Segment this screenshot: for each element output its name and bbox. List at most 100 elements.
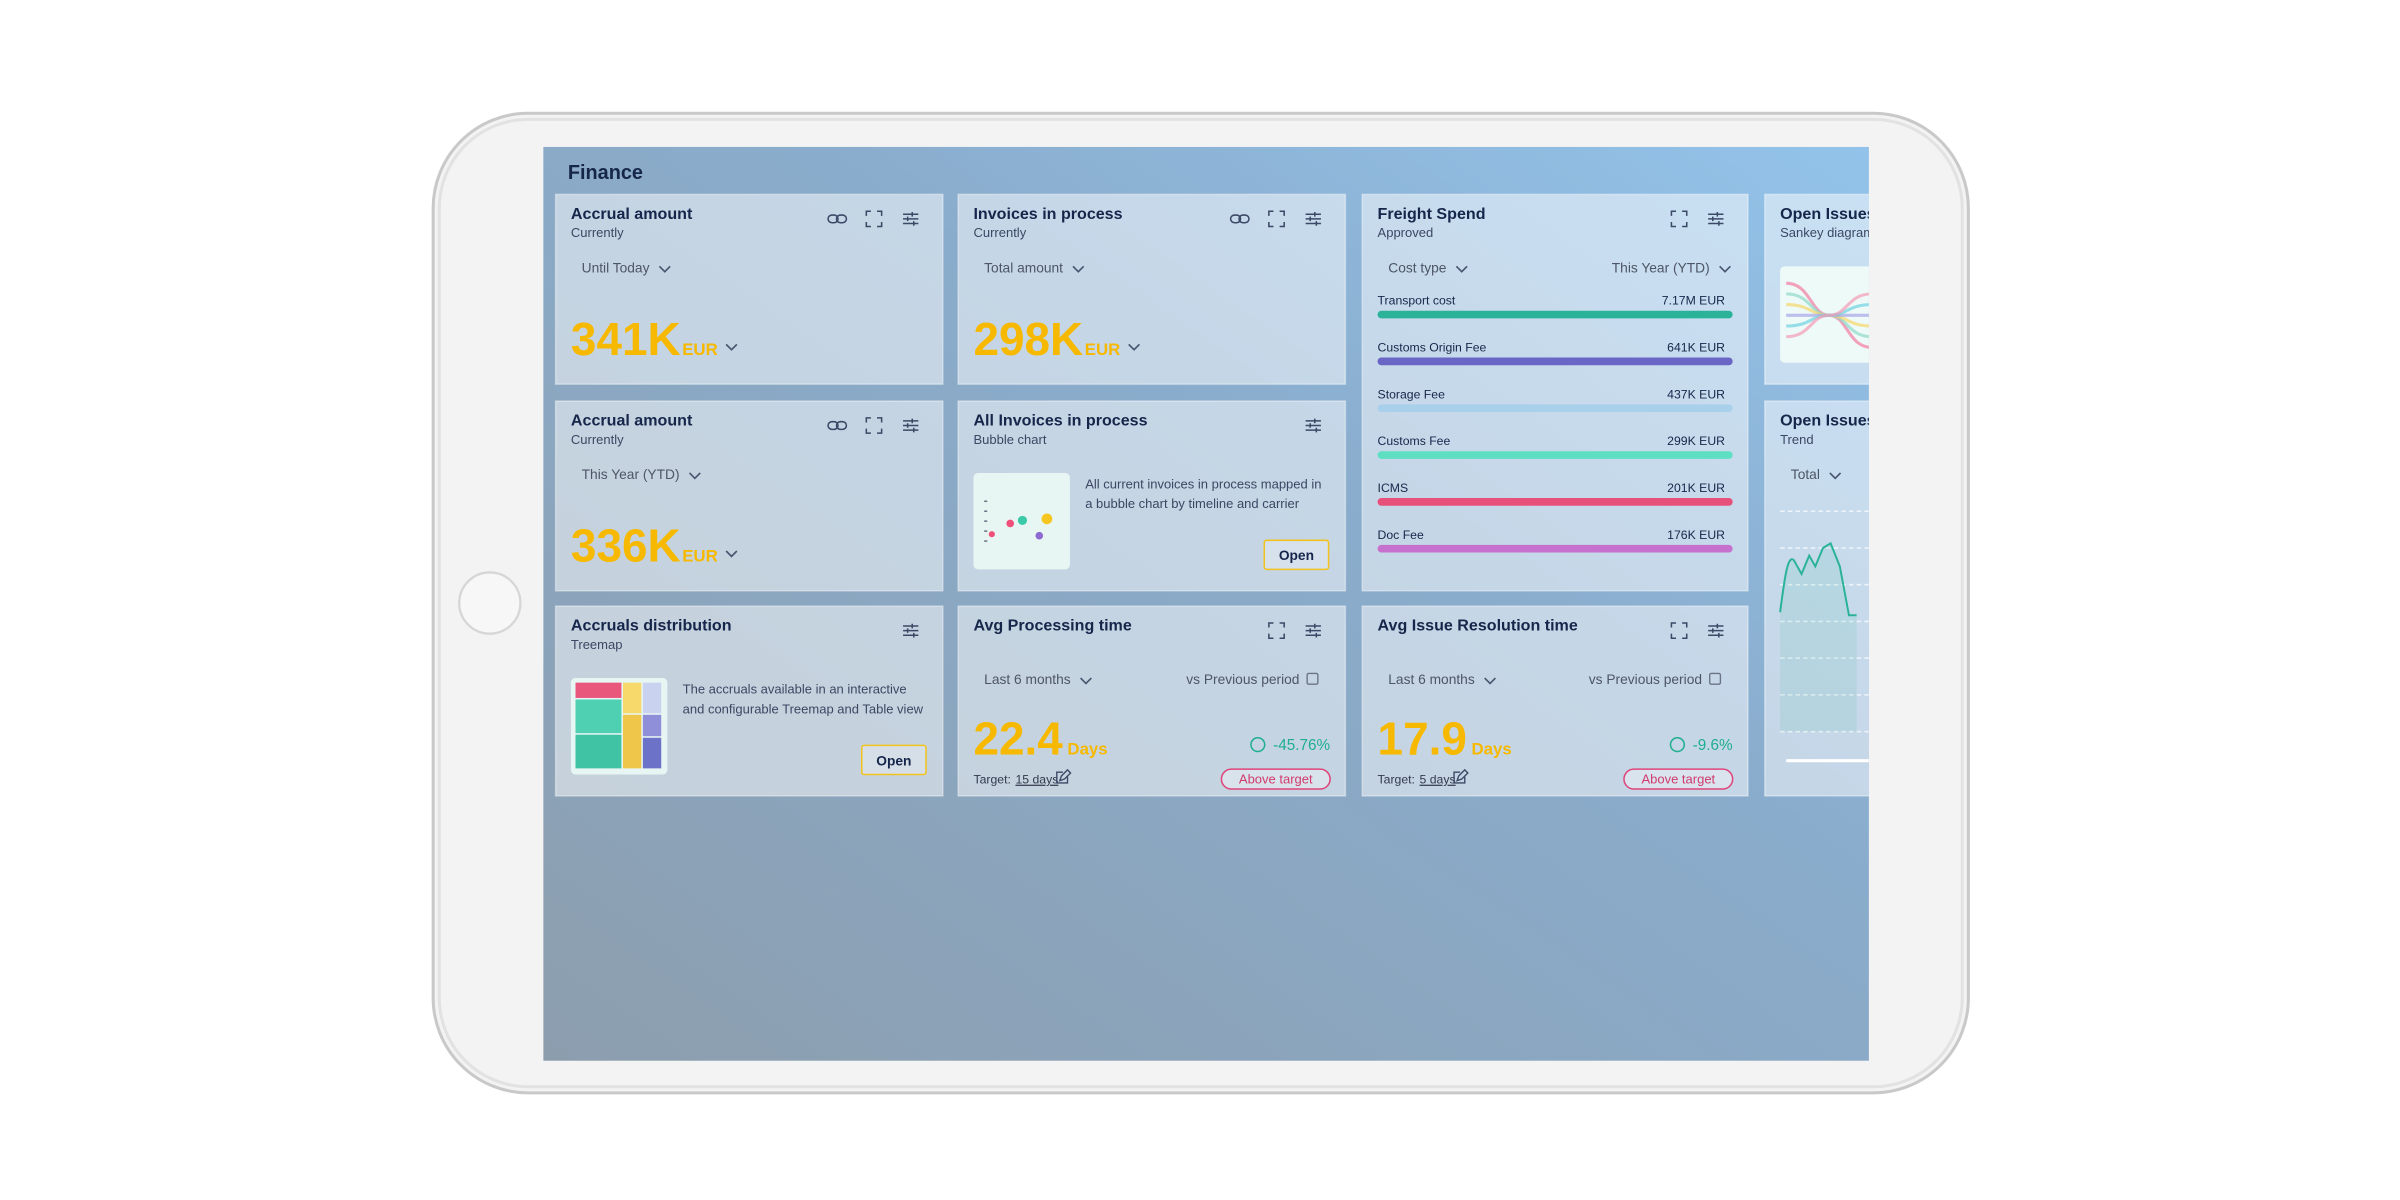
target: Target: 5 days bbox=[1378, 773, 1456, 787]
card-title: Freight Spend bbox=[1378, 205, 1486, 223]
settings-icon[interactable] bbox=[1305, 418, 1321, 433]
kpi: 336K EUR bbox=[571, 520, 718, 572]
item-label: Customs Fee bbox=[1378, 434, 1451, 448]
kpi-unit: EUR bbox=[682, 340, 718, 359]
status-pill bbox=[1623, 768, 1734, 790]
axis-tick bbox=[984, 500, 988, 503]
expand-icon[interactable] bbox=[1670, 210, 1688, 228]
card-title: Accruals distribution bbox=[571, 617, 732, 635]
treemap-cell bbox=[622, 714, 642, 769]
chevron[interactable] bbox=[1719, 265, 1731, 273]
chevron[interactable] bbox=[688, 472, 701, 480]
card: Freight Spend Approved Cost type This Year … bbox=[1361, 193, 1749, 592]
open-button-label[interactable]: Open bbox=[1279, 548, 1314, 563]
item-value: 299K EUR bbox=[1667, 434, 1725, 448]
dropdown-label[interactable]: Last 6 months bbox=[1388, 672, 1475, 687]
settings-icon[interactable] bbox=[903, 418, 919, 433]
card-subtitle: Bubble chart bbox=[973, 432, 1046, 447]
settings-icon[interactable] bbox=[903, 623, 919, 638]
kpi-unit: Days bbox=[1067, 740, 1107, 759]
settings-icon[interactable] bbox=[1708, 623, 1724, 638]
calendar-icon[interactable] bbox=[1306, 672, 1319, 685]
chevron[interactable] bbox=[1829, 472, 1842, 480]
kpi-value: 298K bbox=[973, 313, 1083, 365]
chevron[interactable] bbox=[658, 265, 671, 273]
icon-part bbox=[1229, 214, 1242, 224]
expand-icon[interactable] bbox=[1268, 622, 1285, 640]
card-subtitle: Currently bbox=[973, 225, 1026, 240]
card-title: Accrual amount bbox=[571, 205, 693, 223]
dropdown-label[interactable]: Last 6 months bbox=[984, 672, 1071, 687]
edit-icon[interactable] bbox=[1453, 768, 1469, 784]
description: and configurable Treemap and Table view bbox=[683, 701, 924, 716]
card-title: Invoices in process bbox=[973, 205, 1122, 223]
card-title: Open Issues bbox=[1780, 412, 1876, 430]
chevron[interactable] bbox=[1128, 343, 1141, 351]
home-button[interactable] bbox=[458, 571, 522, 635]
kpi: 298K EUR bbox=[973, 313, 1120, 365]
icon-part bbox=[835, 214, 848, 224]
tablet-bezel bbox=[437, 117, 1964, 1089]
dropdown-label[interactable]: This Year (YTD) bbox=[582, 467, 680, 482]
chevron[interactable] bbox=[725, 343, 738, 351]
description: All current invoices in process mapped i… bbox=[1085, 476, 1321, 491]
kpi: 341K EUR bbox=[571, 313, 718, 365]
link-icon[interactable] bbox=[827, 214, 848, 224]
kpi-change: -9.6% bbox=[1693, 737, 1733, 754]
treemap-cell bbox=[575, 699, 622, 734]
kpi-unit: Days bbox=[1472, 740, 1512, 759]
calendar-icon[interactable] bbox=[1709, 672, 1722, 685]
chevron[interactable] bbox=[1484, 677, 1496, 685]
change-icon bbox=[1669, 736, 1686, 753]
comparison-label: vs Previous period bbox=[1186, 672, 1299, 687]
link-icon[interactable] bbox=[827, 420, 848, 431]
open-button-label[interactable]: Open bbox=[876, 753, 911, 768]
dropdown-label[interactable]: Cost type bbox=[1388, 260, 1446, 275]
card: Invoices in process Currently Total amount… bbox=[957, 193, 1347, 385]
target-value[interactable]: 15 days bbox=[1015, 773, 1058, 787]
dropdown-label[interactable]: Until Today bbox=[582, 260, 650, 275]
card: Avg Issue Resolution time Last 6 months vs… bbox=[1361, 605, 1749, 797]
change-icon bbox=[1250, 736, 1266, 753]
card-subtitle: Currently bbox=[571, 225, 624, 240]
settings-icon[interactable] bbox=[1305, 211, 1321, 226]
dropdown-label[interactable]: Total amount bbox=[984, 260, 1063, 275]
bubble bbox=[1006, 519, 1015, 528]
target: Target: 15 days bbox=[973, 773, 1058, 787]
target-value[interactable]: 5 days bbox=[1420, 773, 1456, 787]
chevron[interactable] bbox=[725, 550, 738, 558]
card-background bbox=[1361, 193, 1749, 592]
expand-icon[interactable] bbox=[865, 210, 883, 228]
dropdown-label[interactable]: This Year (YTD) bbox=[1612, 260, 1710, 275]
treemap-cell bbox=[575, 682, 622, 698]
link-icon[interactable] bbox=[1229, 214, 1250, 224]
card: Accrual amount Currently Until Today 341K EU… bbox=[554, 193, 944, 385]
icon-part bbox=[827, 214, 839, 224]
card-title: Accrual amount bbox=[571, 412, 693, 430]
edit-icon[interactable] bbox=[1056, 768, 1072, 784]
expand-icon[interactable] bbox=[1268, 210, 1285, 228]
settings-icon[interactable] bbox=[903, 211, 919, 226]
open-button[interactable] bbox=[860, 744, 927, 776]
settings-icon[interactable] bbox=[1305, 623, 1321, 638]
expand-icon[interactable] bbox=[1670, 622, 1688, 640]
dropdown-label[interactable]: Total bbox=[1791, 467, 1820, 482]
card-subtitle: Sankey diagram bbox=[1780, 225, 1874, 240]
kpi-unit: EUR bbox=[1085, 340, 1121, 359]
icon-part bbox=[827, 420, 839, 431]
description: a bubble chart by timeline and carrier bbox=[1085, 496, 1300, 511]
expand-icon[interactable] bbox=[865, 417, 883, 434]
chevron[interactable] bbox=[1080, 677, 1092, 685]
chevron[interactable] bbox=[1455, 265, 1468, 273]
card-title: Avg Processing time bbox=[973, 617, 1131, 635]
item-bar bbox=[1377, 357, 1733, 366]
bubble bbox=[1041, 513, 1053, 525]
settings-icon[interactable] bbox=[1708, 211, 1724, 226]
chevron[interactable] bbox=[1072, 265, 1085, 273]
page-title: Finance bbox=[568, 162, 643, 184]
description: The accruals available in an interactive bbox=[683, 681, 907, 696]
open-button[interactable] bbox=[1263, 539, 1330, 571]
dashboard: Finance Accrual amount Currently Until Tod… bbox=[554, 162, 1876, 797]
card-subtitle: Currently bbox=[571, 432, 624, 447]
